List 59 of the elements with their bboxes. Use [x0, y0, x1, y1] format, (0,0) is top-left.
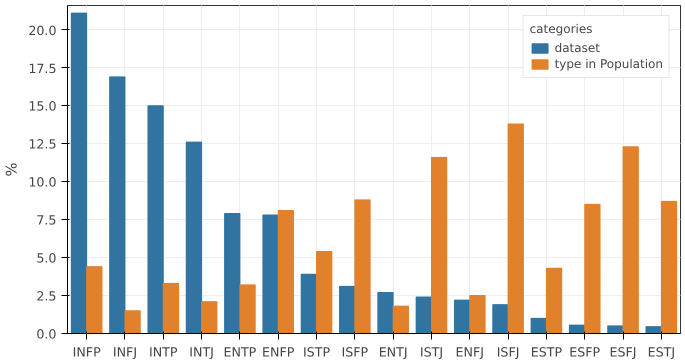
bar — [492, 304, 509, 334]
x-tick-label: INTP — [149, 344, 178, 360]
bar — [162, 282, 180, 334]
bar — [392, 306, 409, 334]
bar — [109, 76, 126, 334]
bar — [416, 296, 432, 334]
bar — [354, 199, 371, 334]
bar — [224, 213, 240, 334]
bar — [377, 292, 394, 334]
x-tick-label: ESTP — [530, 344, 562, 360]
legend-label: dataset — [554, 41, 600, 55]
x-tick-label: ENTP — [223, 344, 257, 360]
y-tick-label: 15.0 — [28, 98, 57, 114]
bar — [147, 105, 164, 334]
x-tick-label: ESTJ — [648, 344, 676, 360]
bar — [646, 326, 662, 334]
x-tick-label: ENFP — [262, 344, 295, 360]
bar — [660, 200, 678, 334]
bar — [300, 274, 318, 334]
x-tick-label: INFJ — [112, 344, 138, 360]
bar — [201, 301, 218, 334]
x-tick-label: ISFP — [342, 344, 369, 360]
bar — [622, 146, 639, 334]
x-tick-label: ESFP — [569, 344, 601, 360]
bar — [262, 214, 279, 334]
bar — [469, 295, 486, 334]
bar — [239, 284, 256, 334]
bar — [86, 266, 102, 334]
bar — [430, 156, 448, 334]
y-tick-label: 17.5 — [28, 60, 57, 76]
bar — [508, 123, 524, 334]
y-tick-label: 0.0 — [36, 326, 57, 342]
x-tick-label: ENTJ — [378, 344, 408, 360]
y-tick-label: 2.5 — [36, 288, 57, 304]
bar — [278, 210, 294, 334]
x-tick-label: ESFJ — [610, 344, 637, 360]
y-tick-label: 10.0 — [28, 174, 57, 190]
bar — [316, 251, 332, 334]
bar — [124, 310, 141, 334]
x-tick-label: ISFJ — [496, 344, 520, 360]
bar — [70, 12, 88, 334]
x-tick-label: ISTP — [302, 344, 330, 360]
y-tick-label: 5.0 — [36, 250, 57, 266]
x-tick-label: ENFJ — [456, 344, 484, 360]
y-axis-title: % — [3, 162, 20, 176]
bar — [530, 318, 547, 334]
legend-title: categories — [530, 22, 594, 36]
x-tick-label: INFP — [72, 344, 102, 360]
legend-label: type in Population — [554, 57, 663, 71]
bar — [186, 142, 202, 334]
y-tick-label: 12.5 — [28, 136, 57, 152]
x-tick-label: INTJ — [189, 344, 214, 360]
bar — [584, 204, 601, 334]
bar — [339, 286, 356, 334]
y-tick-label: 20.0 — [28, 22, 57, 38]
bar — [454, 300, 470, 334]
x-tick-label: ISTJ — [420, 344, 444, 360]
y-tick-label: 7.5 — [36, 212, 57, 228]
bar — [546, 268, 562, 334]
